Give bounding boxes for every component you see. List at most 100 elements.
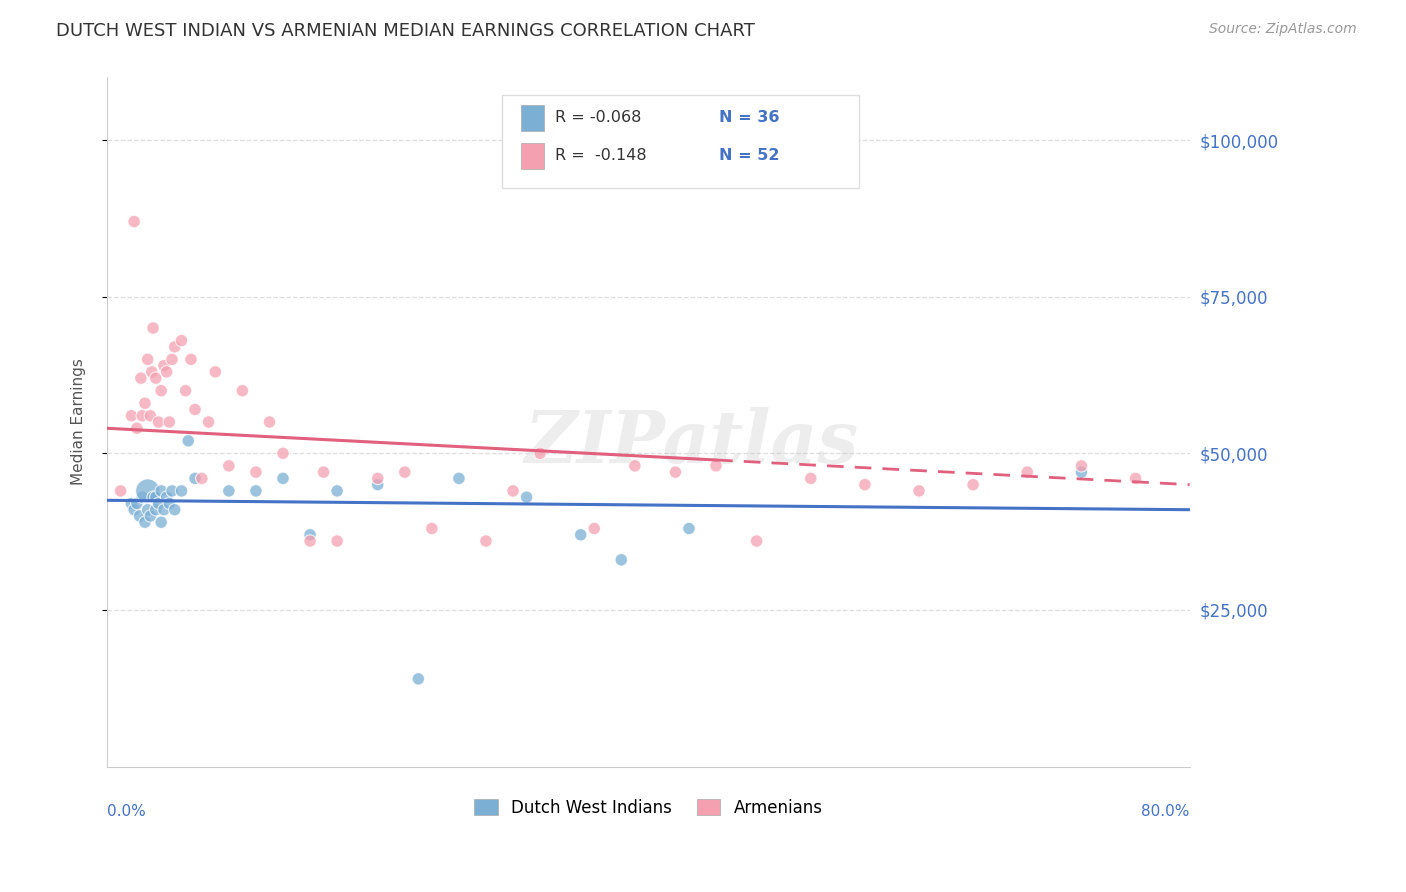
Point bbox=[145, 490, 167, 504]
Bar bbox=[520, 143, 544, 169]
Point bbox=[678, 521, 700, 535]
Point bbox=[174, 384, 197, 398]
Point bbox=[184, 471, 207, 485]
Point bbox=[131, 490, 153, 504]
Text: 80.0%: 80.0% bbox=[1142, 805, 1189, 820]
Point bbox=[1070, 458, 1092, 473]
Point bbox=[299, 534, 322, 549]
Point bbox=[148, 496, 170, 510]
Point bbox=[394, 465, 416, 479]
Point bbox=[142, 321, 165, 335]
Point bbox=[136, 502, 159, 516]
Point bbox=[125, 496, 148, 510]
Bar bbox=[520, 104, 544, 131]
Point bbox=[120, 496, 142, 510]
Point bbox=[163, 502, 186, 516]
Y-axis label: Median Earnings: Median Earnings bbox=[72, 359, 86, 485]
Point bbox=[153, 502, 176, 516]
Point bbox=[160, 352, 183, 367]
Point bbox=[447, 471, 470, 485]
Point bbox=[962, 477, 984, 491]
Point bbox=[191, 471, 214, 485]
Point bbox=[150, 384, 173, 398]
Point bbox=[125, 421, 148, 435]
Point bbox=[745, 534, 768, 549]
FancyBboxPatch shape bbox=[502, 95, 859, 187]
Point bbox=[408, 672, 430, 686]
Point bbox=[110, 483, 132, 498]
Point bbox=[583, 521, 606, 535]
Point bbox=[177, 434, 200, 448]
Point bbox=[139, 508, 162, 523]
Point bbox=[197, 415, 219, 429]
Point bbox=[367, 477, 389, 491]
Point bbox=[157, 415, 180, 429]
Point bbox=[569, 528, 592, 542]
Point bbox=[120, 409, 142, 423]
Point bbox=[156, 365, 179, 379]
Text: R = -0.068: R = -0.068 bbox=[555, 111, 641, 125]
Point bbox=[908, 483, 931, 498]
Point bbox=[139, 409, 162, 423]
Point bbox=[516, 490, 538, 504]
Point bbox=[157, 496, 180, 510]
Point bbox=[163, 340, 186, 354]
Point bbox=[420, 521, 443, 535]
Point bbox=[218, 483, 240, 498]
Point bbox=[299, 528, 322, 542]
Point bbox=[326, 483, 349, 498]
Point bbox=[204, 365, 226, 379]
Point bbox=[145, 371, 167, 385]
Point bbox=[1017, 465, 1039, 479]
Point bbox=[134, 515, 156, 529]
Point bbox=[128, 508, 150, 523]
Point bbox=[800, 471, 823, 485]
Point bbox=[136, 483, 159, 498]
Point bbox=[271, 471, 294, 485]
Point bbox=[218, 458, 240, 473]
Point bbox=[245, 465, 267, 479]
Point bbox=[170, 334, 193, 348]
Point bbox=[160, 483, 183, 498]
Point bbox=[148, 415, 170, 429]
Point bbox=[610, 553, 633, 567]
Point bbox=[853, 477, 876, 491]
Point bbox=[150, 515, 173, 529]
Point bbox=[184, 402, 207, 417]
Point bbox=[131, 409, 153, 423]
Point bbox=[150, 483, 173, 498]
Point bbox=[1125, 471, 1147, 485]
Text: ZIPatlas: ZIPatlas bbox=[524, 407, 859, 478]
Point bbox=[475, 534, 498, 549]
Point bbox=[129, 371, 152, 385]
Point bbox=[502, 483, 524, 498]
Text: Source: ZipAtlas.com: Source: ZipAtlas.com bbox=[1209, 22, 1357, 37]
Legend: Dutch West Indians, Armenians: Dutch West Indians, Armenians bbox=[468, 792, 830, 823]
Point bbox=[153, 359, 176, 373]
Point bbox=[664, 465, 686, 479]
Point bbox=[271, 446, 294, 460]
Point bbox=[326, 534, 349, 549]
Point bbox=[1070, 465, 1092, 479]
Text: N = 36: N = 36 bbox=[718, 111, 779, 125]
Text: 0.0%: 0.0% bbox=[107, 805, 146, 820]
Point bbox=[141, 365, 163, 379]
Point bbox=[170, 483, 193, 498]
Point bbox=[122, 214, 145, 228]
Point bbox=[145, 502, 167, 516]
Point bbox=[245, 483, 267, 498]
Point bbox=[136, 352, 159, 367]
Point bbox=[312, 465, 335, 479]
Point bbox=[231, 384, 253, 398]
Text: R =  -0.148: R = -0.148 bbox=[555, 148, 647, 163]
Point bbox=[529, 446, 551, 460]
Point bbox=[704, 458, 727, 473]
Point bbox=[156, 490, 179, 504]
Point bbox=[367, 471, 389, 485]
Point bbox=[134, 396, 156, 410]
Point bbox=[624, 458, 647, 473]
Text: N = 52: N = 52 bbox=[718, 148, 779, 163]
Point bbox=[122, 502, 145, 516]
Point bbox=[180, 352, 202, 367]
Text: DUTCH WEST INDIAN VS ARMENIAN MEDIAN EARNINGS CORRELATION CHART: DUTCH WEST INDIAN VS ARMENIAN MEDIAN EAR… bbox=[56, 22, 755, 40]
